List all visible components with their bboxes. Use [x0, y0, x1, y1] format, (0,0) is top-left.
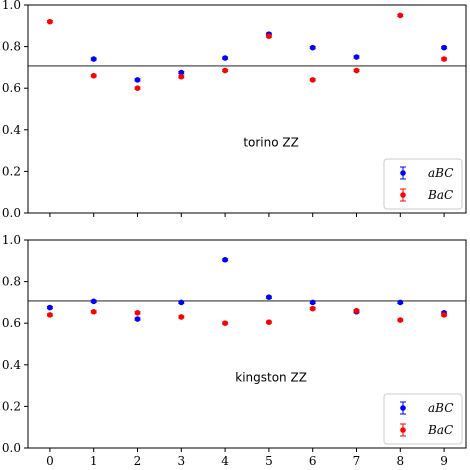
data-point-BaC — [90, 308, 97, 315]
data-point-BaC — [134, 310, 141, 316]
panel-label: kingston ZZ — [235, 370, 307, 384]
data-point-aBC — [353, 54, 360, 60]
y-tick-label: 1.0 — [2, 233, 21, 247]
data-point-BaC — [353, 307, 360, 314]
data-point-BaC — [90, 72, 97, 79]
data-point-BaC — [178, 314, 185, 320]
y-tick-label: 0.0 — [2, 206, 21, 220]
data-point-BaC — [309, 77, 316, 83]
y-tick-label: 0.8 — [2, 40, 21, 54]
data-point-BaC — [178, 73, 185, 80]
data-point-aBC — [222, 55, 228, 61]
legend-label-aBC: aBC — [428, 401, 453, 415]
data-point-BaC — [134, 85, 141, 91]
legend-marker-aBC — [400, 170, 406, 176]
x-tick-label: 4 — [221, 454, 229, 468]
chart-panel-2: 0.0 0.2 0.4 0.6 0.8 1.0 0 1 2 3 4 5 6 7 8 9 kingston ZZ a… — [2, 233, 467, 468]
data-point-aBC — [397, 299, 404, 306]
x-tick-label: 2 — [134, 454, 142, 468]
y-tick-label: 0.2 — [2, 164, 21, 178]
data-point-aBC — [47, 304, 53, 311]
x-tick-label: 8 — [396, 454, 404, 468]
x-tick-label: 9 — [440, 454, 448, 468]
x-tick-label: 0 — [46, 454, 54, 468]
legend-marker-BaC — [400, 427, 406, 433]
legend-label-BaC: BaC — [427, 188, 453, 202]
data-point-BaC — [47, 312, 53, 318]
data-point-BaC — [397, 12, 404, 19]
data-point-aBC — [266, 294, 272, 301]
data-point-aBC — [90, 56, 97, 62]
data-point-BaC — [222, 67, 228, 74]
legend-marker-BaC — [400, 192, 406, 198]
x-tick-label: 1 — [90, 454, 98, 468]
x-tick-label: 3 — [177, 454, 185, 468]
data-point-aBC — [178, 299, 185, 306]
data-point-BaC — [397, 317, 404, 323]
x-tick-label: 7 — [353, 454, 361, 468]
plot-frame — [27, 4, 467, 214]
data-point-BaC — [441, 56, 447, 62]
data-point-BaC — [266, 319, 272, 325]
data-point-aBC — [90, 298, 97, 305]
data-point-aBC — [309, 299, 316, 306]
data-point-BaC — [222, 320, 228, 327]
data-point-aBC — [309, 44, 316, 51]
y-tick-label: 0.2 — [2, 399, 21, 413]
data-point-aBC — [222, 256, 228, 263]
data-point-BaC — [47, 18, 53, 25]
x-tick-label: 6 — [309, 454, 317, 468]
y-tick-label: 0.6 — [2, 81, 21, 95]
data-point-aBC — [441, 44, 447, 51]
y-tick-label: 1.0 — [2, 0, 21, 12]
data-point-aBC — [178, 69, 185, 76]
data-point-BaC — [309, 305, 316, 312]
legend: aBC BaC — [383, 158, 463, 210]
legend-label-BaC: BaC — [427, 423, 453, 437]
data-point-BaC — [353, 67, 360, 74]
legend-label-aBC: aBC — [428, 166, 453, 180]
chart-panel-1: 0.0 0.2 0.4 0.6 0.8 1.0 torino ZZ aBC BaC — [2, 0, 467, 220]
y-tick-label: 0.8 — [2, 275, 21, 289]
y-tick-label: 0.0 — [2, 441, 21, 455]
data-point-aBC — [134, 316, 141, 322]
legend-marker-aBC — [400, 405, 406, 411]
data-point-aBC — [134, 77, 141, 83]
plot-frame — [27, 239, 467, 449]
panel-label: torino ZZ — [243, 135, 299, 149]
y-tick-label: 0.4 — [2, 358, 21, 372]
data-point-BaC — [266, 33, 272, 39]
x-tick-label: 5 — [265, 454, 273, 468]
y-tick-label: 0.4 — [2, 123, 21, 137]
data-point-BaC — [441, 312, 447, 318]
y-tick-label: 0.6 — [2, 316, 21, 330]
legend: aBC BaC — [383, 393, 463, 445]
